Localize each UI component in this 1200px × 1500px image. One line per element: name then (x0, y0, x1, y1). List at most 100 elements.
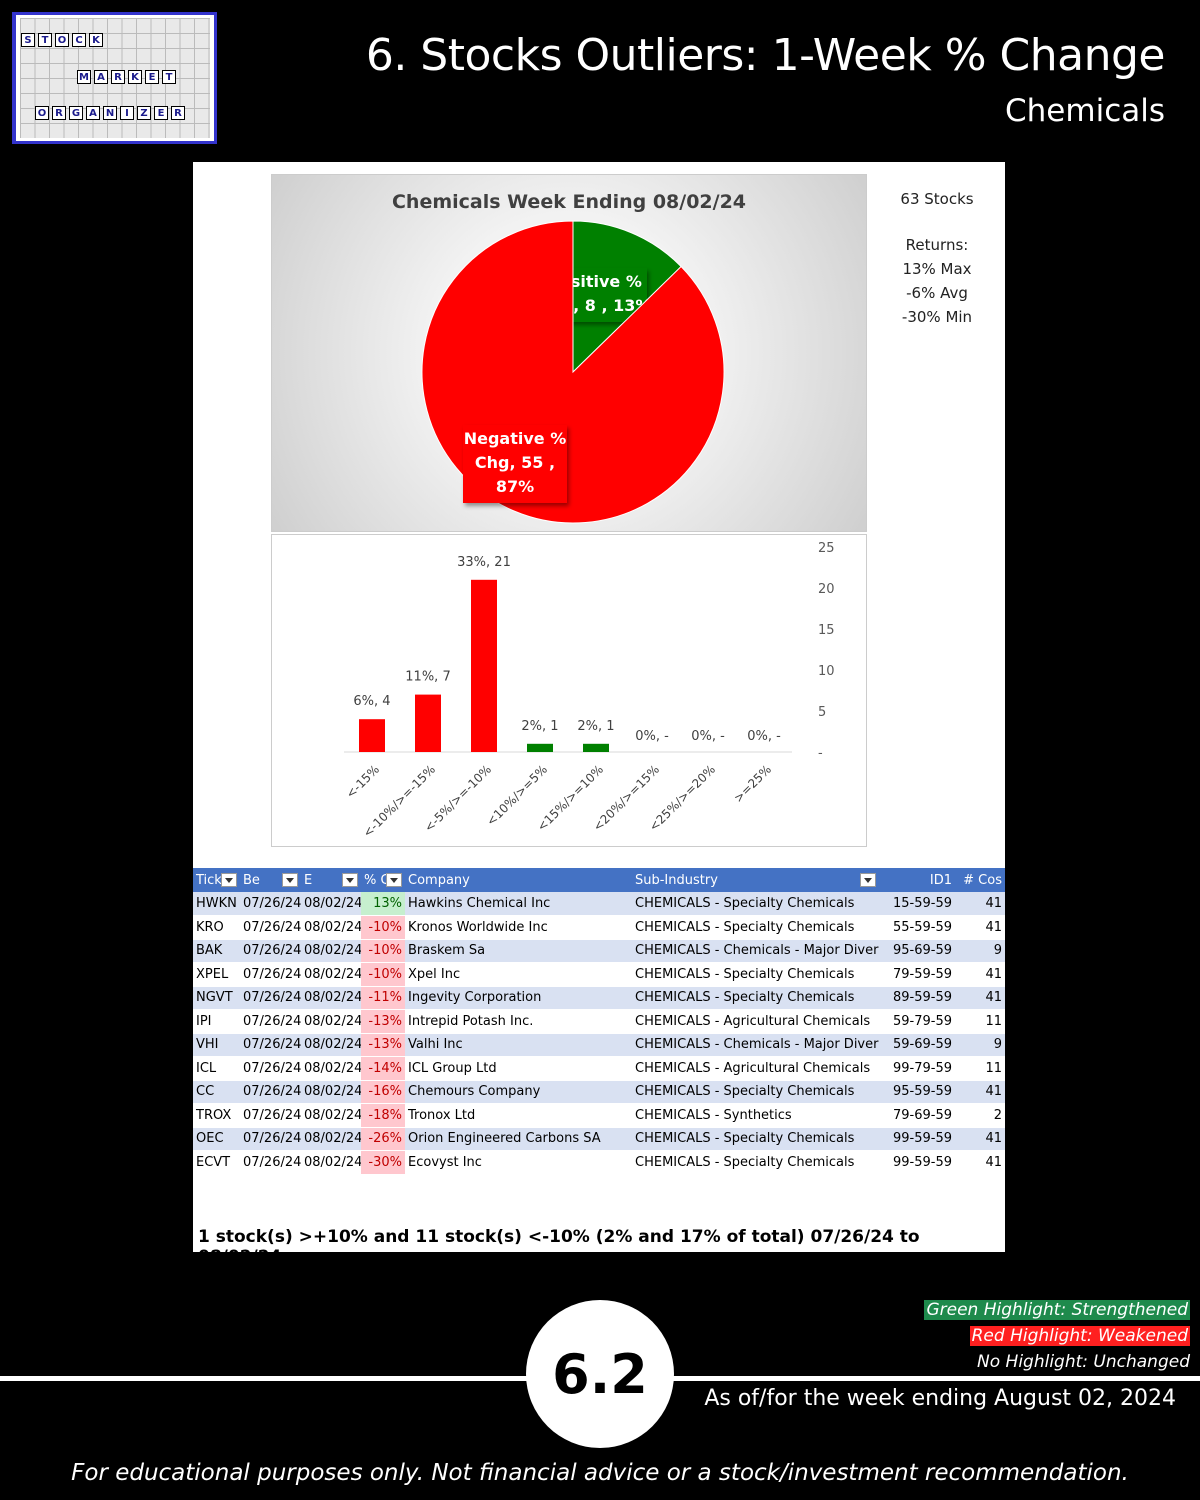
table-cell: 95-59-59 (879, 1080, 955, 1104)
table-cell: 08/02/24 (301, 1150, 361, 1175)
table-cell: 08/02/24 (301, 1056, 361, 1081)
bar-data-label: 33%, 21 (457, 555, 511, 570)
table-cell: 89-59-59 (879, 986, 955, 1010)
bar-data-label: 11%, 7 (405, 670, 450, 685)
logo-letter: K (128, 70, 142, 84)
pie-chart-title: Chemicals Week Ending 08/02/24 (391, 191, 747, 213)
table-cell: 59-79-59 (879, 1009, 955, 1034)
table-cell: TROX (193, 1103, 240, 1128)
table-cell: 07/26/24 (240, 939, 301, 963)
stats-summary: 63 Stocks Returns: 13% Max -6% Avg -30% … (893, 187, 981, 329)
table-cell: Valhi Inc (405, 1033, 632, 1057)
table-cell: HWKN (193, 892, 240, 916)
column-header[interactable]: # Cos (955, 868, 1005, 892)
table-cell: 79-69-59 (879, 1103, 955, 1128)
table-cell: Intrepid Potash Inc. (405, 1009, 632, 1034)
logo-letter: T (38, 33, 52, 47)
table-cell: BAK (193, 939, 240, 963)
table-cell: XPEL (193, 962, 240, 987)
column-header[interactable]: % C (361, 868, 405, 892)
table-cell: 13% (361, 892, 405, 916)
table-cell: -18% (361, 1103, 405, 1128)
table-cell: 07/26/24 (240, 915, 301, 940)
table-cell: CHEMICALS - Specialty Chemicals (632, 1080, 879, 1104)
table-cell: CHEMICALS - Specialty Chemicals (632, 986, 879, 1010)
table-cell: 08/02/24 (301, 962, 361, 987)
table-cell: 08/02/24 (301, 1103, 361, 1128)
logo-letter: E (154, 106, 168, 120)
legend-green: Green Highlight: Strengthened (924, 1300, 1190, 1320)
table-cell: 41 (955, 1150, 1005, 1175)
table-cell: 15-59-59 (879, 892, 955, 916)
logo-letter: N (103, 106, 117, 120)
table-cell: -13% (361, 1009, 405, 1034)
table-cell: 2 (955, 1103, 1005, 1128)
x-tick-label: <-15% (343, 762, 382, 801)
table-cell: 07/26/24 (240, 1033, 301, 1057)
table-cell: CHEMICALS - Agricultural Chemicals (632, 1056, 879, 1081)
filter-dropdown-icon[interactable] (860, 873, 876, 887)
table-row: OEC 07/26/24 08/02/24 -26% Orion Engineered … (193, 1127, 1005, 1151)
table-cell: CHEMICALS - Synthetics (632, 1103, 879, 1128)
bar-data-label: 0%, - (747, 729, 781, 744)
filter-dropdown-icon[interactable] (282, 873, 298, 887)
table-cell: Braskem Sa (405, 939, 632, 963)
table-cell: 95-69-59 (879, 939, 955, 963)
bar-data-label: 2%, 1 (577, 719, 614, 734)
y-tick-label: 20 (818, 582, 835, 597)
pie-data-label: Negative % (464, 429, 567, 448)
pie-chart: Positive %Chg, 8 , 13%Negative %Chg, 55 … (421, 220, 725, 524)
logo-letter: O (55, 33, 69, 47)
table-row: HWKN 07/26/24 08/02/24 13% Hawkins Chemical … (193, 892, 1005, 916)
table-cell: 08/02/24 (301, 915, 361, 940)
table-cell: 07/26/24 (240, 962, 301, 987)
table-cell: 07/26/24 (240, 1150, 301, 1175)
logo-letter: Z (137, 106, 151, 120)
column-header[interactable]: Tick (193, 868, 240, 892)
column-header[interactable]: Be (240, 868, 301, 892)
filter-dropdown-icon[interactable] (386, 873, 402, 887)
table-cell: 07/26/24 (240, 1103, 301, 1128)
table-row: ECVT 07/26/24 08/02/24 -30% Ecovyst Inc CHEMI… (193, 1150, 1005, 1175)
pie-data-label: 87% (496, 477, 534, 496)
logo-letter: E (145, 70, 159, 84)
page-subtitle: Chemicals (1005, 93, 1165, 129)
table-cell: 07/26/24 (240, 1056, 301, 1081)
table-cell: CHEMICALS - Specialty Chemicals (632, 962, 879, 987)
filter-dropdown-icon[interactable] (342, 873, 358, 887)
bar (359, 719, 385, 752)
column-header[interactable]: E (301, 868, 361, 892)
filter-dropdown-icon[interactable] (221, 873, 237, 887)
table-cell: Chemours Company (405, 1080, 632, 1104)
table-cell: 99-59-59 (879, 1127, 955, 1151)
column-header[interactable]: Company (405, 868, 632, 892)
summary-text: 1 stock(s) >+10% and 11 stock(s) <-10% (… (198, 1227, 920, 1267)
table-cell: -11% (361, 986, 405, 1010)
table-cell: 08/02/24 (301, 939, 361, 963)
table-cell: Kronos Worldwide Inc (405, 915, 632, 940)
table-cell: CHEMICALS - Specialty Chemicals (632, 1127, 879, 1151)
column-header[interactable]: Sub-Industry (632, 868, 879, 892)
report-panel: Chemicals Week Ending 08/02/24 Positive … (193, 162, 1005, 1267)
table-cell: 9 (955, 939, 1005, 963)
bar (583, 743, 609, 752)
logo-letter: R (52, 106, 66, 120)
table-row: XPEL 07/26/24 08/02/24 -10% Xpel Inc CHEMICAL… (193, 962, 1005, 987)
x-tick-label: >=25% (731, 762, 774, 805)
table-cell: -10% (361, 939, 405, 963)
table-cell: 07/26/24 (240, 1127, 301, 1151)
table-cell: 07/26/24 (240, 986, 301, 1010)
column-header[interactable]: ID1 (879, 868, 955, 892)
table-row: CC 07/26/24 08/02/24 -16% Chemours Company CH… (193, 1080, 1005, 1104)
bar-data-label: 0%, - (691, 729, 725, 744)
table-cell: -13% (361, 1033, 405, 1057)
table-cell: CHEMICALS - Agricultural Chemicals (632, 1009, 879, 1034)
table-cell: 79-59-59 (879, 962, 955, 987)
table-cell: Ingevity Corporation (405, 986, 632, 1010)
table-row: VHI 07/26/24 08/02/24 -13% Valhi Inc CHEMICAL… (193, 1033, 1005, 1057)
table-row: IPI 07/26/24 08/02/24 -13% Intrepid Potash I… (193, 1009, 1005, 1034)
logo-letter: K (89, 33, 103, 47)
